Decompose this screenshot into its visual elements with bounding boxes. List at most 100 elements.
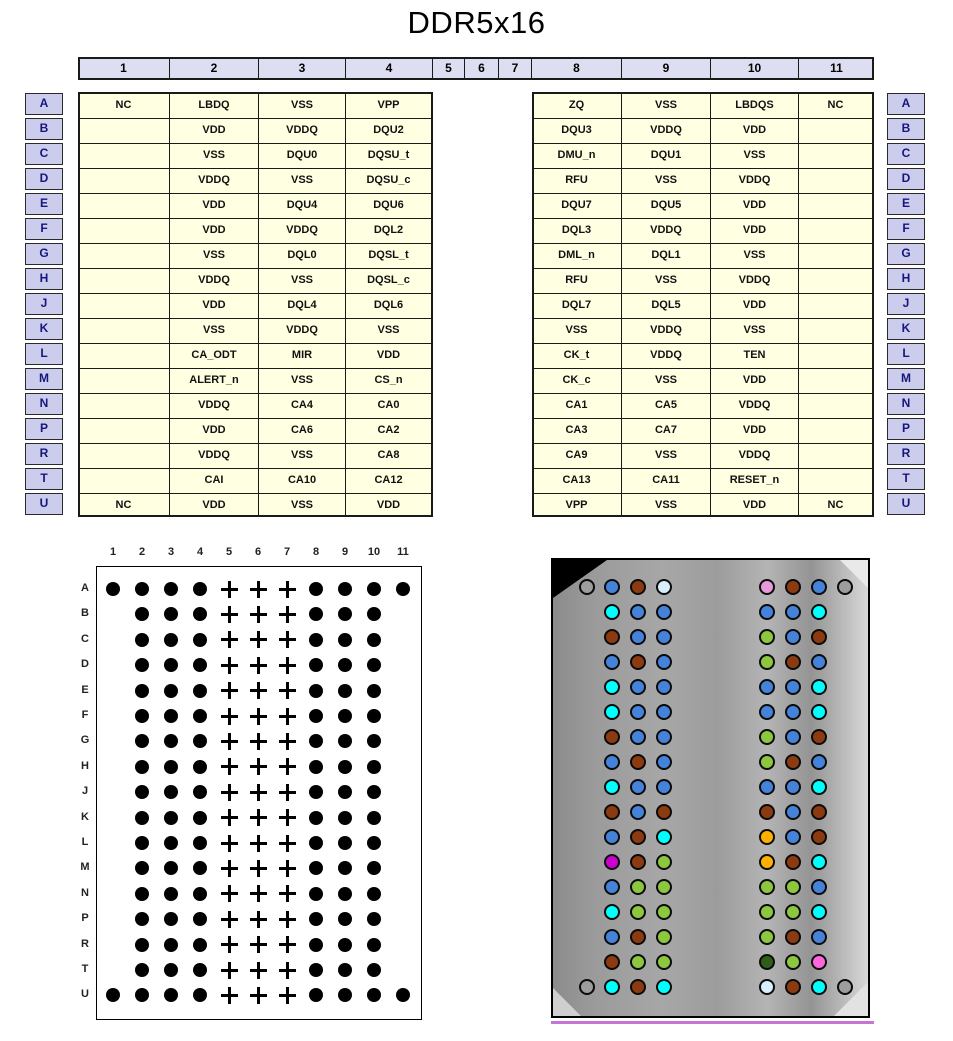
colored-ball-brown <box>630 828 647 845</box>
solder-ball-dot <box>164 810 178 825</box>
depopulated-site-marker <box>249 961 267 979</box>
pin-cell <box>799 394 872 419</box>
colored-ball-cyan <box>604 903 621 920</box>
pin-cell: CK_t <box>532 344 622 369</box>
solder-ball-dot <box>338 582 352 596</box>
pin-cell: VDD <box>711 294 799 319</box>
solder-ball-dot <box>338 734 352 749</box>
pin-cell <box>799 444 872 469</box>
pin-cell: VSS <box>622 269 711 294</box>
map-column-label: 9 <box>341 546 349 558</box>
solder-ball-dot <box>193 785 207 800</box>
pin-cell: VDDQ <box>622 219 711 244</box>
pin-cell: DQSL_t <box>346 244 431 269</box>
solder-ball-dot <box>338 912 352 927</box>
colored-ball-cyan <box>810 603 827 620</box>
solder-ball-dot <box>309 582 323 596</box>
pin-cell: VSS <box>711 319 799 344</box>
colored-ball-green <box>655 953 672 970</box>
pin-cell: CA6 <box>259 419 346 444</box>
pin-cell: CK_c <box>532 369 622 394</box>
colored-ball-green <box>759 753 776 770</box>
pin-cell: VDDQ <box>170 444 259 469</box>
pin-cell: LBDQS <box>711 94 799 119</box>
solder-ball-dot <box>367 734 381 749</box>
row-label-right: R <box>887 443 925 465</box>
solder-ball-dot <box>135 759 149 774</box>
pin-cell: VDD <box>711 419 799 444</box>
solder-ball-dot <box>367 963 381 977</box>
depopulated-site-marker <box>278 605 296 623</box>
pin-cell: CA13 <box>532 469 622 494</box>
pin-cell: VDDQ <box>259 119 346 144</box>
solder-ball-dot <box>367 886 381 901</box>
pin-cell: CA_ODT <box>170 344 259 369</box>
pin-cell: DQU5 <box>622 194 711 219</box>
pin-cell: DQL3 <box>532 219 622 244</box>
colored-ball-brown <box>630 578 647 595</box>
solder-ball-dot <box>338 683 352 698</box>
colored-ball-green <box>655 878 672 895</box>
pin-cell: DQL6 <box>346 294 431 319</box>
pin-cell: VSS <box>711 144 799 169</box>
colored-ball-green <box>784 878 801 895</box>
pin-table-left-block: NC LBDQ VSS VPP VDD VDDQ DQU2 VSS DQU0 DQSU_t VDDQ… <box>78 92 433 517</box>
colored-ball-cyan <box>810 678 827 695</box>
colored-ball-blue <box>630 803 647 820</box>
pin-cell: VSS <box>170 144 259 169</box>
pin-cell: VSS <box>170 244 259 269</box>
colored-ball-blue <box>759 603 776 620</box>
depopulated-site-marker <box>220 859 238 877</box>
colored-ball-brown <box>630 978 647 995</box>
colored-ball-green <box>630 953 647 970</box>
colored-ball-brown <box>604 728 621 745</box>
solder-ball-dot <box>309 912 323 927</box>
row-label-left: P <box>25 418 63 440</box>
map-column-label: 7 <box>283 546 291 558</box>
pin-cell: VSS <box>170 319 259 344</box>
depopulated-site-marker <box>278 910 296 928</box>
depopulated-site-marker <box>278 631 296 649</box>
solder-ball-dot <box>367 582 381 596</box>
solder-ball-dot <box>367 988 381 1003</box>
column-header: 5 <box>433 59 465 78</box>
pin-cell: VSS <box>622 369 711 394</box>
solder-ball-dot <box>135 658 149 673</box>
pin-cell: VDDQ <box>711 169 799 194</box>
row-label-left: G <box>25 243 63 265</box>
pin-cell: DQU1 <box>622 144 711 169</box>
pin-cell: VDD <box>170 194 259 219</box>
row-label-left: T <box>25 468 63 490</box>
solder-ball-dot <box>164 861 178 876</box>
pin-cell: DQL2 <box>346 219 431 244</box>
row-label-right: E <box>887 193 925 215</box>
map-row-label: H <box>81 759 89 772</box>
pin-cell <box>78 269 170 294</box>
solder-ball-dot <box>193 607 207 622</box>
colored-ball-brown <box>630 653 647 670</box>
colored-ball-cyan <box>655 978 672 995</box>
pin-cell: CA2 <box>346 419 431 444</box>
pin-cell <box>799 294 872 319</box>
row-label-right: P <box>887 418 925 440</box>
solder-ball-dot <box>396 582 410 596</box>
pin-cell: VDD <box>170 219 259 244</box>
solder-ball-dot <box>309 785 323 800</box>
solder-ball-dot <box>193 759 207 774</box>
colored-ball-green <box>759 903 776 920</box>
solder-ball-dot <box>193 582 207 596</box>
solder-ball-dot <box>367 709 381 723</box>
map-row-label: M <box>80 861 90 874</box>
pin-cell <box>78 244 170 269</box>
solder-ball-dot <box>338 836 352 850</box>
pin-cell: DQU6 <box>346 194 431 219</box>
colored-ball-plum <box>759 578 776 595</box>
corner-chamfer-bottom-left <box>553 988 581 1016</box>
colored-ball-green <box>655 853 672 870</box>
depopulated-site-marker <box>220 682 238 700</box>
pin-cell: VSS <box>259 94 346 119</box>
pin-cell <box>78 419 170 444</box>
colored-ball-blue <box>759 678 776 695</box>
solder-ball-dot <box>135 810 149 825</box>
solder-ball-dot <box>193 658 207 673</box>
